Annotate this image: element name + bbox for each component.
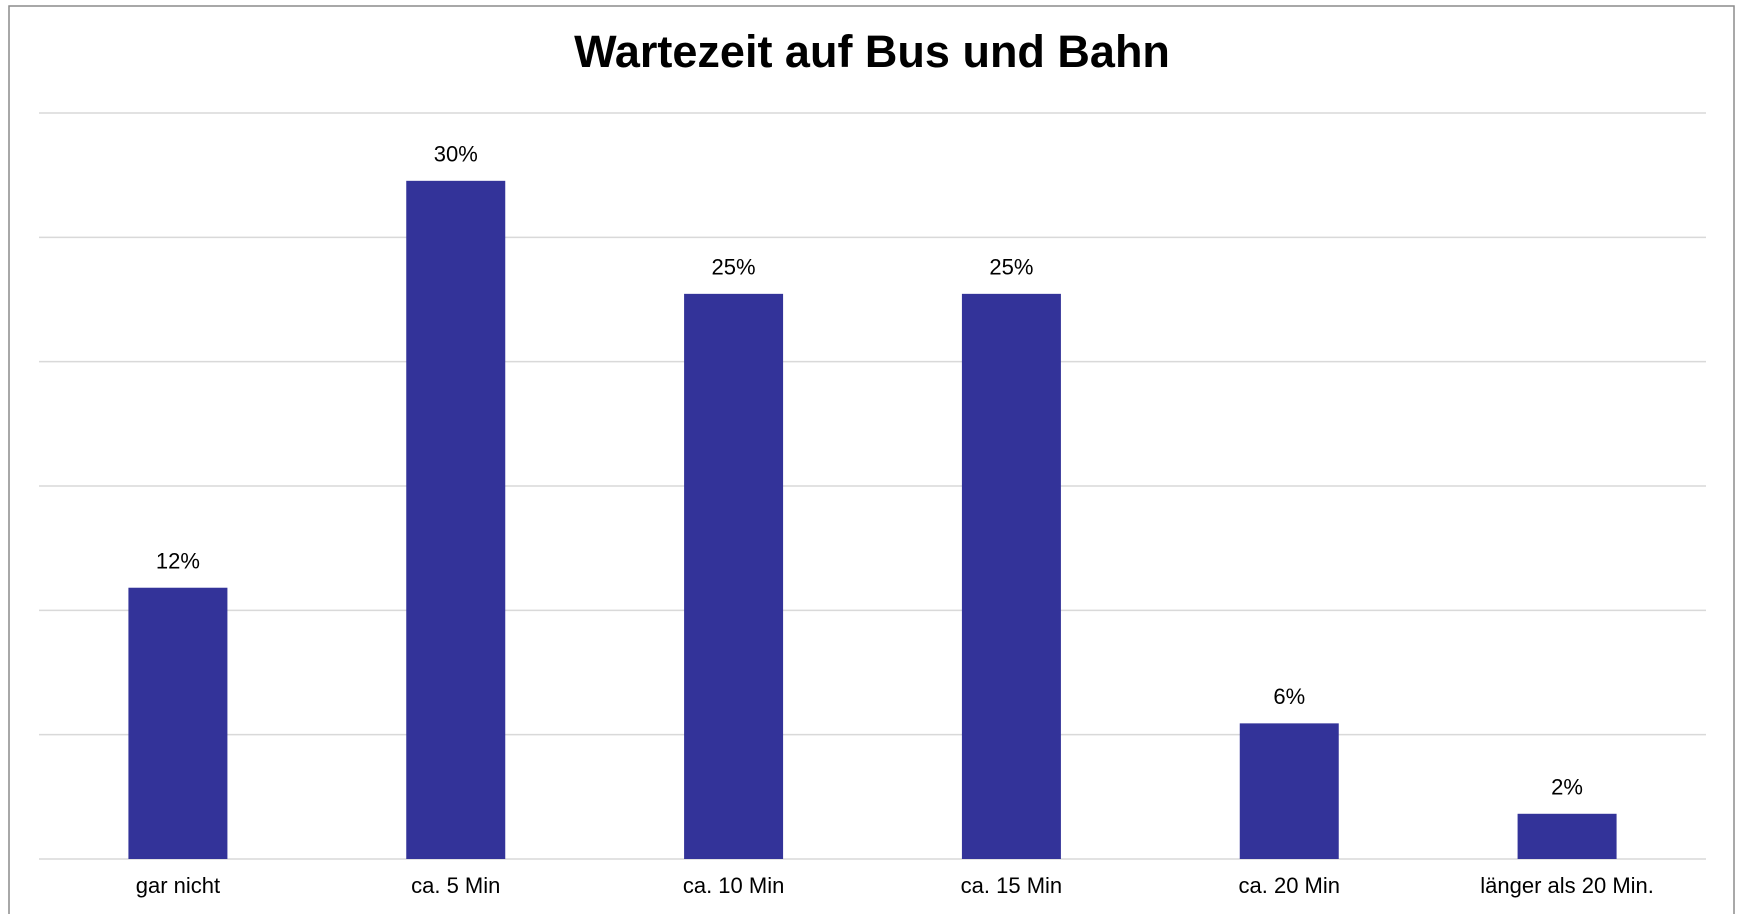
chart-title: Wartezeit auf Bus und Bahn (574, 26, 1170, 77)
data-label: 12% (156, 549, 200, 574)
x-tick-label: ca. 10 Min (683, 873, 785, 898)
bar (961, 293, 1061, 859)
x-tick-label: ca. 15 Min (961, 873, 1063, 898)
bar (406, 180, 506, 859)
chart-frame (8, 5, 1735, 914)
data-label: 2% (1551, 775, 1583, 800)
bar (128, 587, 228, 859)
data-label: 30% (434, 142, 478, 167)
x-tick-label: gar nicht (136, 873, 220, 898)
x-tick-label: ca. 20 Min (1239, 873, 1341, 898)
bar (1239, 723, 1339, 859)
data-label: 25% (989, 255, 1033, 280)
x-tick-label: länger als 20 Min. (1480, 873, 1654, 898)
x-tick-label: ca. 5 Min (411, 873, 500, 898)
data-label: 6% (1273, 684, 1305, 709)
bar (1517, 813, 1617, 859)
data-label: 25% (712, 255, 756, 280)
bar (684, 293, 784, 859)
